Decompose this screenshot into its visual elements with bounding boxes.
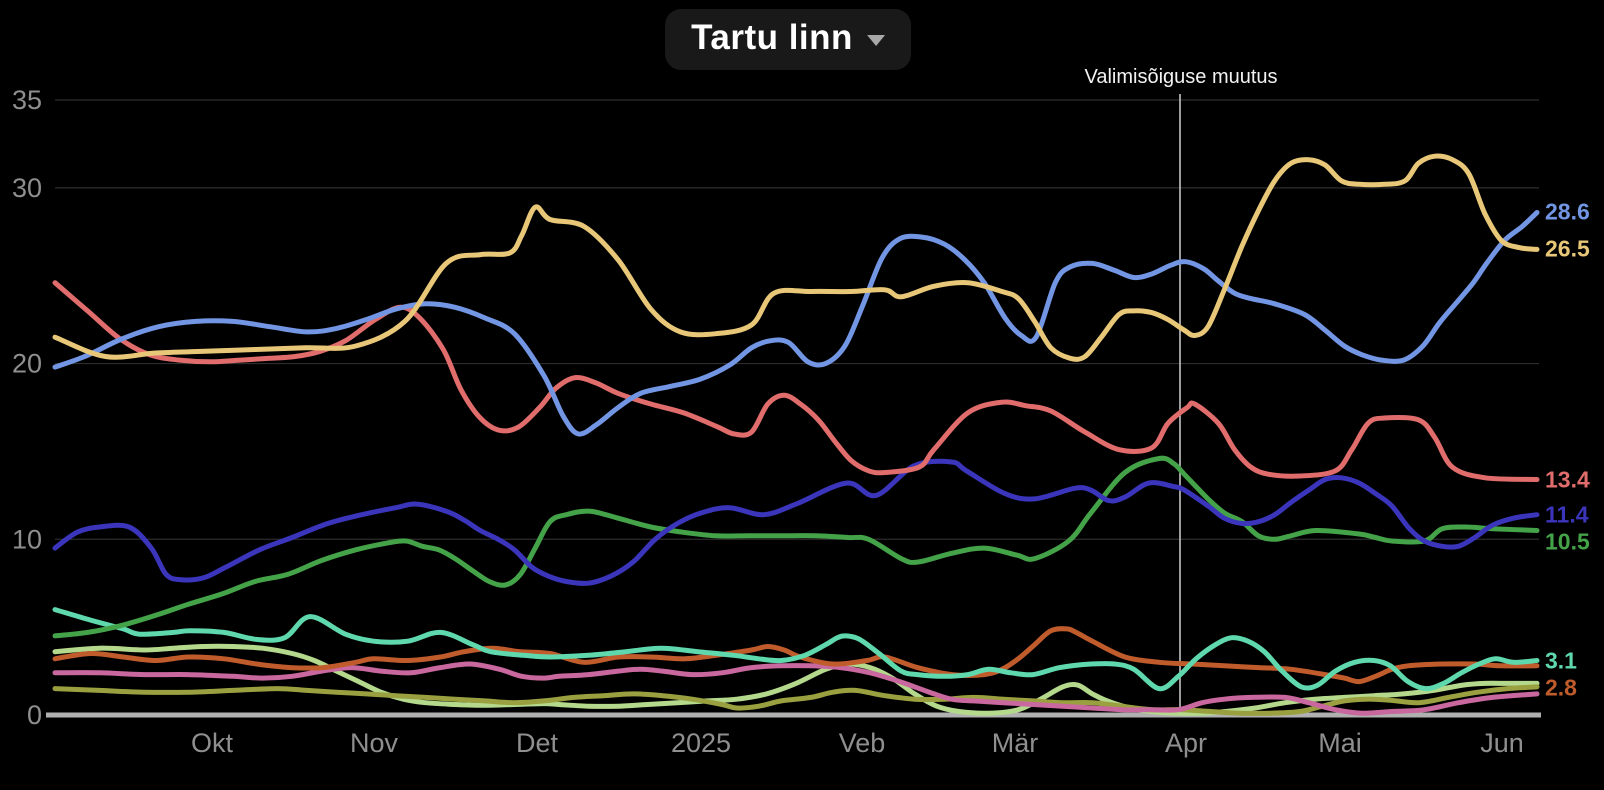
x-axis-label-Mai: Mai [1318,728,1362,758]
chevron-down-icon [866,35,885,47]
x-axis-label-Veb: Veb [839,728,886,758]
end-value-label-orange: 2.8 [1545,674,1577,701]
x-axis-label-2025: 2025 [671,728,731,758]
end-value-label-yellow: 26.5 [1545,235,1590,262]
series-line-olive [52,684,1540,716]
x-axis-label-Okt: Okt [191,728,234,758]
end-value-label-blue: 28.6 [1545,198,1590,225]
y-axis-label-20: 20 [12,349,42,379]
series-line-green [52,455,1540,639]
region-selector-dropdown[interactable]: Tartu linn [665,9,911,70]
end-value-label-green: 10.5 [1545,528,1590,555]
y-axis-label-0: 0 [27,700,42,730]
series-line-mint [52,607,1540,692]
x-axis-label-Det: Det [516,728,559,758]
series-line-pink [52,661,1540,716]
series-line-yellow [52,153,1540,362]
end-value-label-mint: 3.1 [1545,647,1577,674]
y-axis-label-35: 35 [12,85,42,115]
x-axis-label-Mär: Mär [992,728,1039,758]
x-axis-label-Apr: Apr [1165,728,1207,758]
series-line-red [52,280,1540,482]
x-axis-label-Nov: Nov [350,728,399,758]
marker-annotation-label: Valimisõiguse muutus [1084,66,1278,88]
y-axis-label-30: 30 [12,173,42,203]
end-value-label-red: 13.4 [1545,466,1590,493]
page-title: Tartu linn [691,18,853,57]
y-axis-label-10: 10 [12,524,42,554]
series-line-indigo [52,458,1540,586]
end-value-label-indigo: 11.4 [1545,501,1589,528]
series-line-blue [52,210,1540,437]
x-axis-label-Jun: Jun [1480,728,1524,758]
series-line-orange [52,626,1540,685]
